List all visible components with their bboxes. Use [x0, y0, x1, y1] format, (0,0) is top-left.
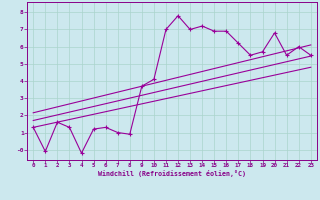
X-axis label: Windchill (Refroidissement éolien,°C): Windchill (Refroidissement éolien,°C) [98, 170, 246, 177]
